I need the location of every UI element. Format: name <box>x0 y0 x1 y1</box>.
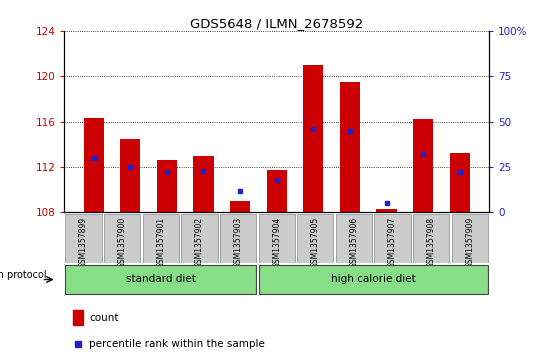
Bar <box>340 82 360 212</box>
Text: GSM1357908: GSM1357908 <box>427 217 435 268</box>
Title: GDS5648 / ILMN_2678592: GDS5648 / ILMN_2678592 <box>190 17 363 30</box>
Bar <box>259 265 488 294</box>
Bar <box>259 214 295 263</box>
Text: GSM1357907: GSM1357907 <box>388 217 397 268</box>
Text: GSM1357899: GSM1357899 <box>79 217 88 268</box>
Bar <box>303 65 323 212</box>
Bar <box>193 156 214 212</box>
Bar <box>143 214 179 263</box>
Bar <box>336 214 372 263</box>
Bar <box>73 310 83 325</box>
Bar <box>104 214 140 263</box>
Bar <box>449 153 470 212</box>
Text: percentile rank within the sample: percentile rank within the sample <box>89 339 265 349</box>
Text: GSM1357901: GSM1357901 <box>157 217 165 268</box>
Bar <box>157 160 177 212</box>
Text: GSM1357900: GSM1357900 <box>118 217 127 268</box>
Text: GSM1357905: GSM1357905 <box>311 217 320 268</box>
Bar <box>65 265 256 294</box>
Text: standard diet: standard diet <box>126 274 196 284</box>
Text: high calorie diet: high calorie diet <box>331 274 416 284</box>
Bar <box>120 139 140 212</box>
Text: GSM1357906: GSM1357906 <box>349 217 358 268</box>
Bar <box>65 214 102 263</box>
Bar <box>267 170 287 212</box>
Bar <box>413 119 433 212</box>
Text: GSM1357902: GSM1357902 <box>195 217 204 268</box>
Bar <box>376 209 396 212</box>
Bar <box>181 214 217 263</box>
Bar <box>375 214 411 263</box>
Bar <box>220 214 256 263</box>
Text: GSM1357909: GSM1357909 <box>465 217 475 268</box>
Bar <box>230 201 250 212</box>
Bar <box>413 214 449 263</box>
Bar <box>452 214 488 263</box>
Text: count: count <box>89 313 119 323</box>
Text: growth protocol: growth protocol <box>0 270 47 280</box>
Bar <box>297 214 334 263</box>
Text: GSM1357903: GSM1357903 <box>234 217 243 268</box>
Text: GSM1357904: GSM1357904 <box>272 217 281 268</box>
Bar <box>84 118 104 212</box>
